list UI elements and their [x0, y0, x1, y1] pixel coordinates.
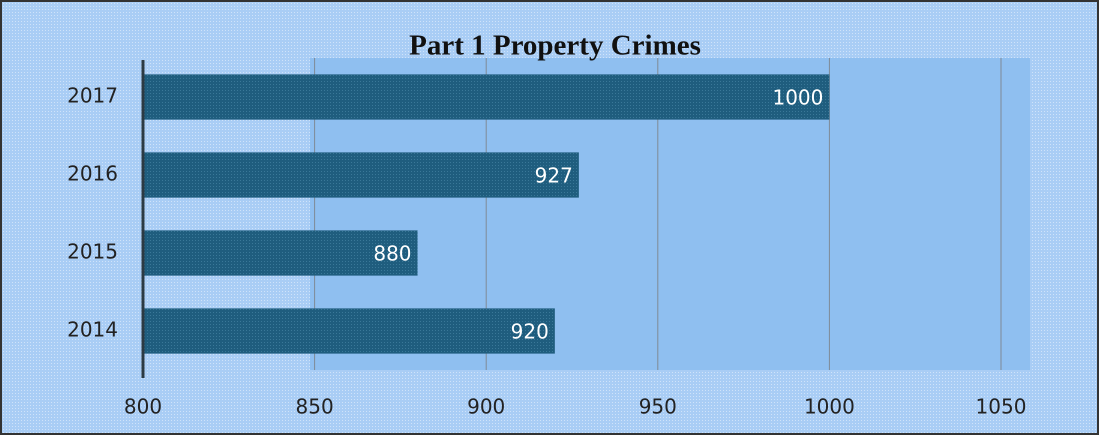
x-tick-label: 1050	[976, 395, 1027, 419]
data-label: 927	[535, 164, 573, 188]
data-label: 880	[373, 242, 411, 266]
y-tick-label: 2017	[67, 84, 118, 108]
bar	[143, 152, 579, 198]
x-tick-label: 900	[467, 395, 505, 419]
x-tick-label: 1000	[804, 395, 855, 419]
bar	[143, 308, 555, 354]
bar	[143, 74, 830, 120]
data-label: 920	[511, 320, 549, 344]
data-label: 1000	[772, 86, 823, 110]
chart-title: Part 1 Property Crimes	[409, 30, 701, 62]
y-tick-label: 2016	[67, 162, 118, 186]
x-tick-label: 800	[124, 395, 162, 419]
x-tick-label: 950	[639, 395, 677, 419]
bar	[143, 230, 418, 276]
y-tick-label: 2015	[67, 240, 118, 264]
y-tick-label: 2014	[67, 318, 118, 342]
x-tick-label: 850	[296, 395, 334, 419]
